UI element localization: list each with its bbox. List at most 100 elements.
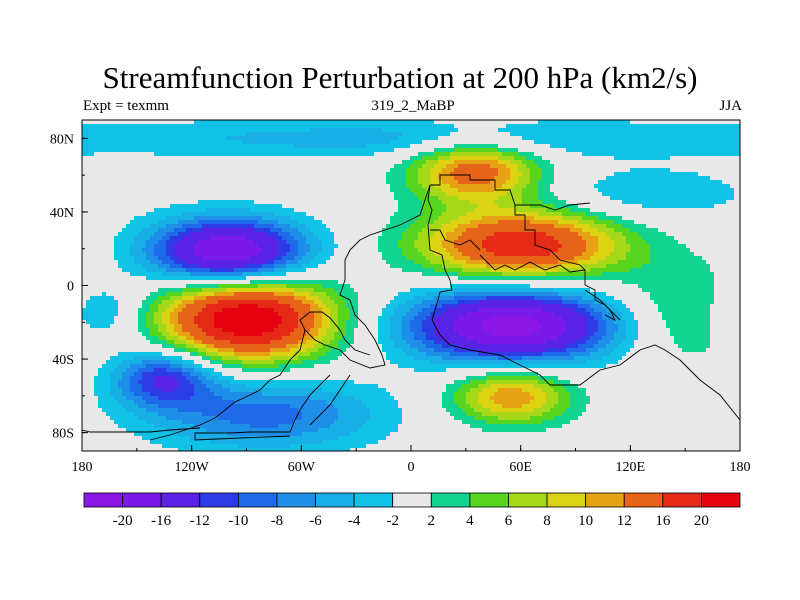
field-cell (606, 148, 611, 153)
field-cell (322, 176, 327, 181)
field-cell (190, 192, 195, 197)
field-cell (442, 176, 447, 181)
field-cell (254, 236, 259, 241)
field-cell (150, 212, 155, 217)
field-cell (246, 220, 251, 225)
field-cell (562, 192, 567, 197)
field-cell (446, 136, 451, 141)
field-cell (646, 152, 651, 157)
field-cell (278, 152, 283, 157)
field-cell (186, 160, 191, 165)
field-cell (190, 180, 195, 185)
field-cell (354, 120, 359, 125)
field-cell (190, 228, 195, 233)
field-cell (690, 168, 695, 173)
field-cell (478, 216, 483, 221)
field-cell (206, 200, 211, 205)
field-cell (142, 156, 147, 161)
field-cell (422, 208, 427, 213)
field-cell (250, 160, 255, 165)
field-cell (382, 152, 387, 157)
field-cell (182, 192, 187, 197)
field-cell (146, 164, 151, 169)
field-cell (322, 212, 327, 217)
field-cell (94, 140, 99, 145)
field-cell (126, 216, 131, 221)
field-cell (250, 140, 255, 145)
field-cell (114, 140, 119, 145)
field-cell (390, 164, 395, 169)
field-cell (406, 228, 411, 233)
field-cell (90, 168, 95, 173)
field-cell (554, 132, 559, 137)
field-cell (118, 180, 123, 185)
field-cell (494, 160, 499, 165)
field-cell (458, 180, 463, 185)
field-cell (306, 232, 311, 237)
field-cell (246, 148, 251, 153)
field-cell (530, 232, 535, 237)
field-cell (130, 212, 135, 217)
field-cell (138, 220, 143, 225)
field-cell (734, 236, 739, 241)
field-cell (270, 224, 275, 229)
field-cell (322, 188, 327, 193)
field-cell (646, 236, 651, 241)
field-cell (254, 120, 259, 125)
field-cell (446, 160, 451, 165)
field-cell (666, 236, 671, 241)
field-cell (570, 120, 575, 125)
field-cell (702, 120, 707, 125)
field-cell (150, 240, 155, 245)
field-cell (162, 132, 167, 137)
field-cell (310, 160, 315, 165)
field-cell (694, 172, 699, 177)
field-cell (114, 176, 119, 181)
field-cell (622, 180, 627, 185)
field-cell (354, 232, 359, 237)
field-cell (654, 140, 659, 145)
field-cell (694, 228, 699, 233)
field-cell (338, 136, 343, 141)
field-cell (318, 192, 323, 197)
field-cell (338, 148, 343, 153)
field-cell (478, 172, 483, 177)
field-cell (538, 164, 543, 169)
field-cell (614, 164, 619, 169)
field-cell (234, 120, 239, 125)
field-cell (726, 200, 731, 205)
field-cell (478, 128, 483, 133)
field-cell (626, 208, 631, 213)
field-cell (254, 192, 259, 197)
field-cell (470, 224, 475, 229)
field-cell (450, 188, 455, 193)
field-cell (90, 208, 95, 213)
field-cell (242, 216, 247, 221)
field-cell (414, 208, 419, 213)
field-cell (530, 192, 535, 197)
field-cell (302, 120, 307, 125)
field-cell (338, 236, 343, 241)
field-cell (114, 120, 119, 125)
field-cell (686, 168, 691, 173)
field-cell (646, 172, 651, 177)
field-cell (574, 132, 579, 137)
field-cell (702, 184, 707, 189)
field-cell (426, 184, 431, 189)
field-cell (462, 144, 467, 149)
field-cell (578, 132, 583, 137)
field-cell (438, 132, 443, 137)
field-cell (338, 200, 343, 205)
field-cell (294, 176, 299, 181)
field-cell (562, 208, 567, 213)
field-cell (514, 200, 519, 205)
field-cell (270, 236, 275, 241)
field-cell (82, 176, 87, 181)
field-cell (126, 148, 131, 153)
field-cell (122, 120, 127, 125)
field-cell (534, 196, 539, 201)
field-cell (282, 124, 287, 129)
field-cell (590, 228, 595, 233)
field-cell (482, 204, 487, 209)
field-cell (330, 184, 335, 189)
